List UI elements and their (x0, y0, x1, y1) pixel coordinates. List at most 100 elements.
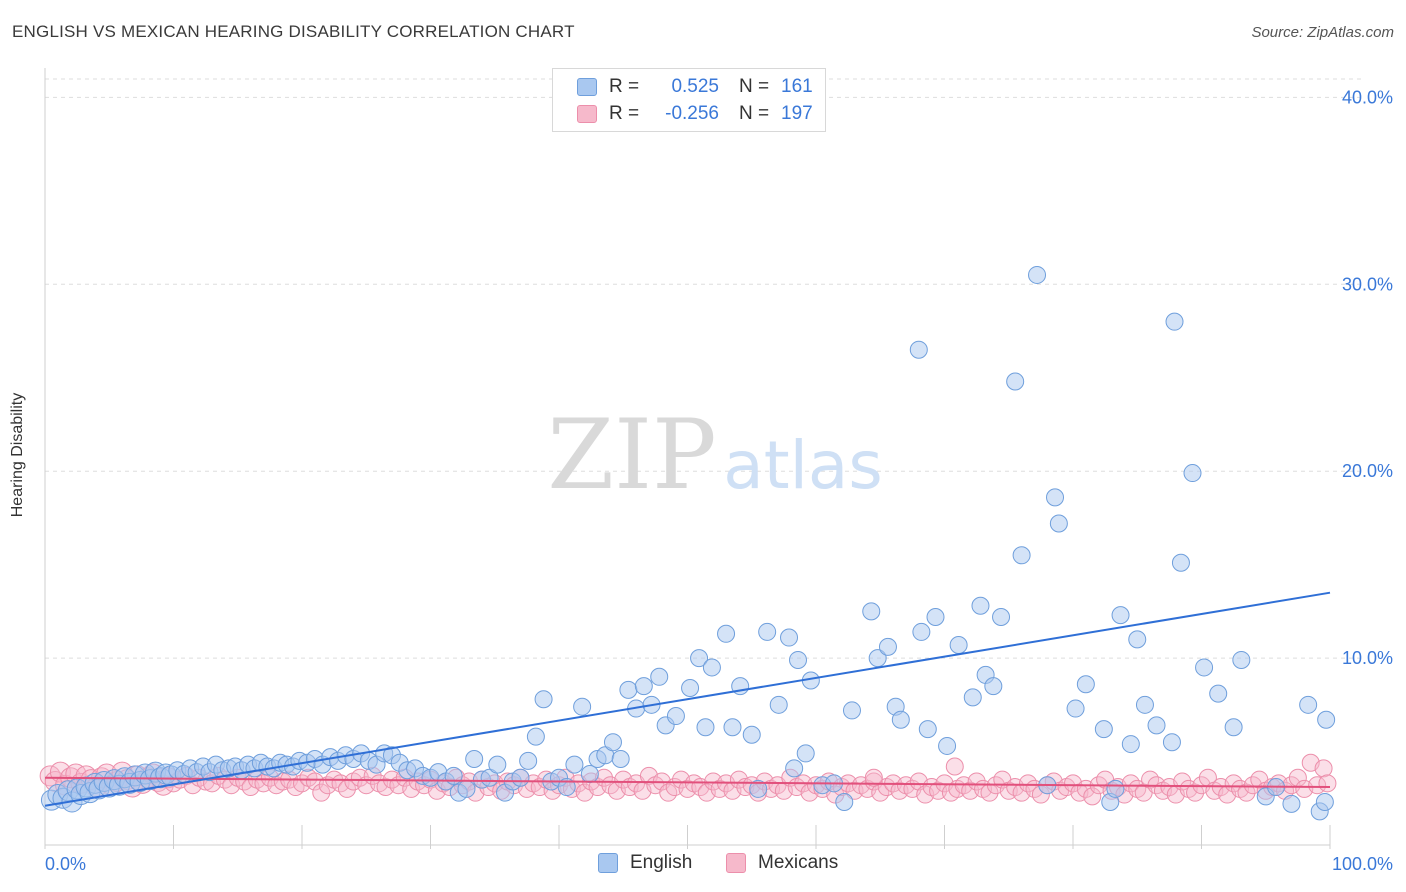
english-point (526, 727, 545, 746)
legend-item-english: English (598, 852, 692, 874)
english-point (1094, 720, 1113, 739)
english-point (780, 628, 799, 647)
source-label: Source: ZipAtlas.com (1251, 24, 1394, 41)
english-point (1046, 488, 1065, 507)
english-point (1162, 733, 1181, 752)
english-point (702, 658, 721, 677)
english-point (634, 677, 653, 696)
english-point (1147, 716, 1166, 735)
mexicans-point (864, 768, 883, 787)
mexicans-n-label: N = (739, 103, 770, 124)
english-point (868, 649, 887, 668)
english-point (984, 677, 1003, 696)
mexicans-r-value: -0.256 (665, 103, 719, 124)
english-point (1135, 695, 1154, 714)
english-point (557, 778, 576, 797)
english-point (681, 679, 700, 697)
english-point (878, 637, 897, 656)
english-point (603, 733, 622, 752)
english-point (769, 695, 788, 714)
english-point (789, 650, 808, 669)
english-point (1282, 794, 1301, 813)
mexicans-r-label: R = (609, 103, 640, 124)
y-tick-label: 20.0% (1342, 461, 1393, 481)
english-point (619, 680, 638, 699)
english-point (611, 750, 630, 769)
mexicans-point (1083, 787, 1102, 806)
english-point (1171, 553, 1190, 572)
english-point (1232, 650, 1251, 669)
english-point (1111, 606, 1130, 625)
grid (45, 78, 1365, 659)
english-point (971, 596, 990, 615)
english-point (926, 607, 945, 626)
english-point (444, 766, 463, 785)
english-point (1076, 675, 1095, 694)
english-point (1012, 546, 1031, 565)
mexicans-legend-swatch (726, 853, 746, 873)
english-point (949, 636, 968, 655)
english-point (1209, 684, 1228, 703)
axes (44, 68, 1331, 849)
english-point (723, 718, 742, 737)
english-point (519, 751, 538, 770)
english-point (488, 755, 507, 774)
english-point (565, 755, 584, 774)
english-point (1049, 514, 1068, 533)
mexicans-trend-line (44, 776, 1331, 789)
english-point (457, 779, 476, 798)
english-n-label: N = (739, 76, 770, 97)
mexicans-point (1186, 783, 1205, 802)
english-point (758, 622, 777, 641)
correlation-legend: R = 0.525 N = 161 R = -0.256 N = 197 (552, 68, 826, 132)
mexicans-point (312, 783, 331, 802)
english-point (573, 697, 592, 716)
english-point (1165, 312, 1184, 331)
english-swatch (577, 78, 597, 96)
english-point (796, 744, 815, 763)
english-point (650, 667, 669, 686)
english-point (918, 720, 937, 739)
series-legend: English Mexicans (0, 852, 1406, 878)
english-point (992, 607, 1011, 626)
legend-row-mexicans: R = -0.256 N = 197 (577, 103, 813, 125)
english-points (40, 265, 1336, 821)
x-tick-label-max: 100.0% (1332, 854, 1393, 874)
english-point (1006, 372, 1025, 391)
mexicans-n-value: 197 (781, 103, 813, 124)
english-point (1299, 695, 1318, 714)
english-point (1066, 699, 1085, 718)
y-tick-label: 40.0% (1342, 87, 1393, 107)
legend-item-mexicans: Mexicans (726, 852, 838, 874)
english-point (742, 725, 761, 744)
english-n-value: 161 (781, 76, 813, 97)
english-point (938, 736, 957, 755)
english-point (1317, 710, 1336, 729)
english-legend-swatch (598, 853, 618, 873)
x-tick-label-min: 0.0% (45, 854, 86, 874)
english-point (842, 701, 861, 720)
english-point (1183, 464, 1202, 483)
english-point (666, 707, 685, 726)
mexicans-point (967, 772, 986, 791)
mexicans-point (1314, 759, 1333, 778)
mexicans-swatch (577, 105, 597, 123)
chart-title: ENGLISH VS MEXICAN HEARING DISABILITY CO… (12, 22, 575, 41)
mexicans-legend-label: Mexicans (758, 852, 839, 873)
english-point (749, 779, 768, 798)
english-legend-label: English (630, 852, 693, 873)
tick-labels: 10.0% 20.0% 30.0% 40.0% 0.0% 100.0% (45, 87, 1393, 874)
english-point (1121, 735, 1140, 754)
english-point (717, 624, 736, 643)
watermark-atlas: atlas (723, 427, 883, 504)
english-point (690, 649, 709, 668)
english-point (465, 750, 484, 769)
english-point (1315, 793, 1334, 812)
english-point (1106, 779, 1125, 798)
english-point (580, 764, 599, 783)
english-point (534, 690, 553, 709)
english-point (511, 768, 530, 787)
english-point (1128, 630, 1147, 649)
mexicans-point (1237, 783, 1256, 802)
